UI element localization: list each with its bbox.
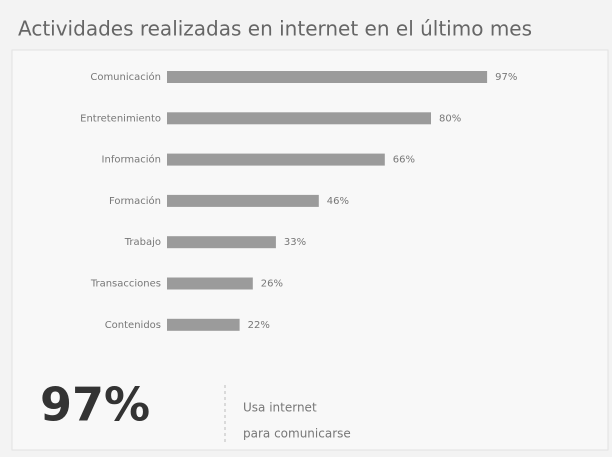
value-label: 26% <box>261 279 283 290</box>
bar <box>167 112 431 125</box>
value-label: 22% <box>248 320 270 331</box>
callout-value: 97% <box>40 378 150 432</box>
category-label: Comunicación <box>90 71 161 83</box>
bar <box>167 194 319 207</box>
chart-title: Actividades realizadas en internet en el… <box>18 17 532 41</box>
value-label: 46% <box>327 196 349 207</box>
value-label: 80% <box>439 113 461 124</box>
bar <box>167 277 253 290</box>
value-label: 66% <box>393 155 415 166</box>
category-label: Contenidos <box>105 320 161 331</box>
bar <box>167 318 240 331</box>
category-label: Transacciones <box>90 279 161 290</box>
bar <box>167 153 385 166</box>
callout-text: Usa internet <box>243 401 317 415</box>
value-label: 33% <box>284 237 306 248</box>
category-label: Entretenimiento <box>80 113 161 124</box>
value-label: 97% <box>495 72 517 83</box>
bar <box>167 236 276 249</box>
bar <box>167 71 488 83</box>
callout-text: para comunicarse <box>243 427 351 441</box>
category-label: Información <box>102 154 161 166</box>
category-label: Trabajo <box>124 237 161 248</box>
category-label: Formación <box>109 195 161 207</box>
